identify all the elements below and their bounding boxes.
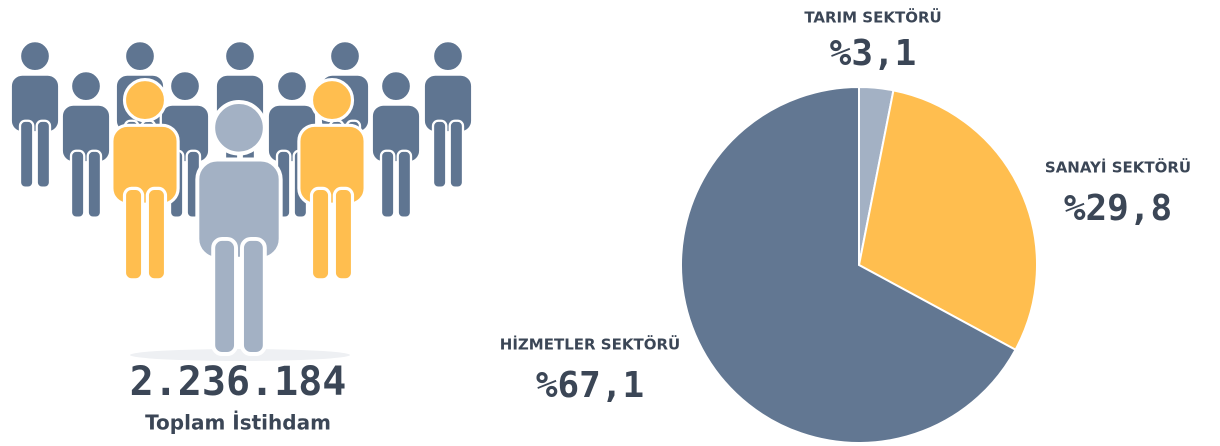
category-label: HİZMETLER SEKTÖRÜ <box>500 335 680 354</box>
total-caption: Toplam İstihdam <box>145 411 331 435</box>
value-label: %67,1 <box>536 365 644 406</box>
chart: 2.236.184 Toplam İstihdam TARIM SEKTÖRÜ%… <box>0 0 1220 446</box>
category-label: SANAYİ SEKTÖRÜ <box>1045 158 1191 177</box>
people-illustration <box>11 41 472 361</box>
total-value: 2.236.184 <box>130 359 347 405</box>
value-label: %29,8 <box>1064 188 1172 229</box>
value-label: %3,1 <box>830 33 917 74</box>
category-label: TARIM SEKTÖRÜ <box>804 8 941 27</box>
